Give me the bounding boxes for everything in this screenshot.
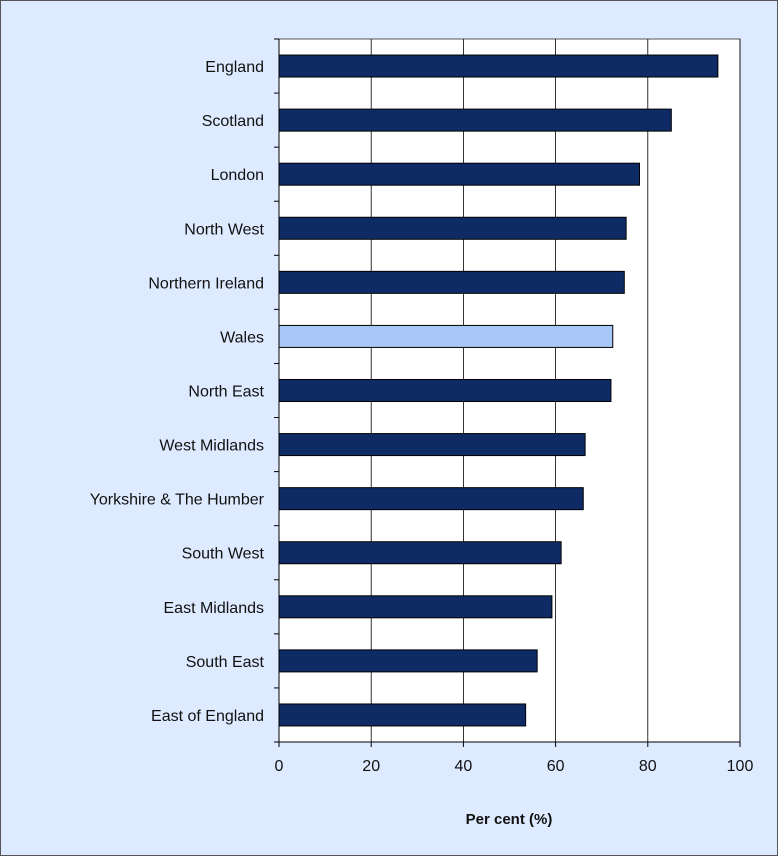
- bar-north-east: [278, 379, 612, 402]
- category-label: East Midlands: [164, 600, 265, 617]
- x-tick-label: 0: [275, 758, 284, 775]
- category-label: East of England: [151, 708, 264, 725]
- category-label: London: [211, 167, 264, 184]
- x-axis-title: Per cent (%): [466, 811, 553, 828]
- x-tick-label: 100: [727, 758, 754, 775]
- x-tick-label: 60: [547, 758, 565, 775]
- category-label: South East: [186, 654, 265, 671]
- bar-england: [278, 54, 719, 78]
- category-label: North East: [188, 384, 264, 401]
- category-label: England: [205, 59, 264, 76]
- bar-east-of-england: [278, 703, 527, 727]
- x-tick-label: 40: [455, 758, 473, 775]
- category-label: Northern Ireland: [148, 275, 264, 292]
- bar-west-midlands: [278, 433, 586, 457]
- category-label: South West: [182, 546, 265, 563]
- x-tick-label: 80: [639, 758, 657, 775]
- bar-south-west: [278, 541, 562, 565]
- bar-east-midlands: [278, 595, 553, 619]
- x-tick-label: 20: [362, 758, 380, 775]
- category-label: Wales: [220, 329, 264, 346]
- category-label: Scotland: [202, 113, 264, 130]
- bar-south-east: [278, 649, 538, 673]
- bar-london: [278, 162, 641, 186]
- bar-northern-ireland: [278, 270, 625, 294]
- labels: England Scotland London North West Northern …: [90, 59, 754, 775]
- axes: [274, 38, 741, 747]
- category-label: North West: [184, 221, 264, 238]
- bar-yorkshire-the-humber: [278, 487, 584, 511]
- category-label: Yorkshire & The Humber: [90, 492, 265, 509]
- bar-wales: [278, 324, 614, 348]
- category-label: West Midlands: [159, 438, 264, 455]
- bar-scotland: [278, 108, 672, 132]
- bars: [278, 54, 719, 727]
- bar-north-west: [278, 216, 627, 240]
